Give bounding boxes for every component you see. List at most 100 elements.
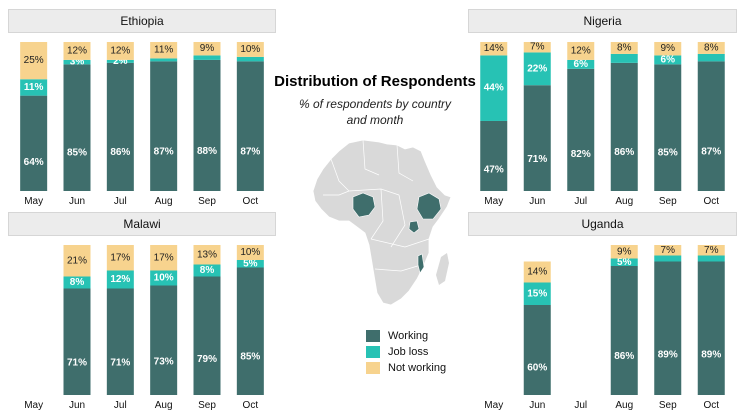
data-label-working-jul: 82% bbox=[571, 149, 591, 160]
data-label-working-oct: 85% bbox=[240, 351, 260, 362]
bar-not-working-sep bbox=[654, 42, 682, 56]
bar-working-oct bbox=[236, 61, 264, 192]
data-label-job-loss-may: 44% bbox=[484, 83, 504, 94]
bar-job-loss-jul bbox=[106, 270, 134, 289]
bar-working-jun bbox=[523, 305, 551, 395]
x-tick-may: May bbox=[24, 196, 43, 207]
bar-job-loss-jun bbox=[523, 282, 551, 305]
bar-working-may bbox=[480, 120, 508, 191]
bar-job-loss-jul bbox=[567, 59, 595, 69]
bar-job-loss-jun bbox=[523, 52, 551, 86]
malawi-highlight bbox=[417, 253, 425, 274]
data-label-not-working-sep: 9% bbox=[661, 43, 676, 54]
bar-job-loss-aug bbox=[610, 53, 638, 63]
uganda-highlight bbox=[408, 220, 420, 234]
x-tick-oct: Oct bbox=[243, 400, 259, 411]
bar-working-aug bbox=[150, 61, 178, 192]
data-label-working-jun: 71% bbox=[67, 358, 87, 369]
bar-not-working-jun bbox=[63, 42, 91, 60]
bar-not-working-jun bbox=[63, 245, 91, 277]
data-label-working-jul: 86% bbox=[110, 147, 130, 158]
data-label-working-sep: 85% bbox=[658, 148, 678, 159]
data-label-working-aug: 87% bbox=[154, 147, 174, 158]
data-label-not-working-jul: 12% bbox=[571, 45, 591, 56]
bar-not-working-aug bbox=[150, 42, 178, 59]
x-tick-jun: Jun bbox=[529, 400, 545, 411]
data-label-job-loss-sep: 8% bbox=[200, 265, 215, 276]
data-label-not-working-sep: 13% bbox=[197, 249, 217, 260]
x-tick-jun: Jun bbox=[69, 196, 85, 207]
x-tick-aug: Aug bbox=[615, 400, 633, 411]
bar-working-aug bbox=[610, 266, 638, 395]
data-label-working-jun: 71% bbox=[527, 154, 547, 165]
bar-not-working-jul bbox=[106, 42, 134, 60]
x-tick-sep: Sep bbox=[659, 196, 677, 207]
x-tick-may: May bbox=[484, 196, 503, 207]
bar-working-jul bbox=[567, 68, 595, 191]
bar-not-working-aug bbox=[610, 42, 638, 54]
legend-item-job-loss: Job loss bbox=[366, 344, 446, 359]
x-tick-jun: Jun bbox=[529, 196, 545, 207]
nigeria-highlight bbox=[352, 192, 376, 218]
bar-not-working-sep bbox=[654, 245, 682, 256]
bar-plot: May 71% 8% 21% Jun 71% 12% 17% Jul 73% 10% 17% Aug 79… bbox=[24, 245, 264, 411]
bar-job-loss-may bbox=[480, 55, 508, 121]
bar-job-loss-jun bbox=[63, 59, 91, 65]
bar-not-working-sep bbox=[193, 245, 221, 265]
bar-job-loss-oct bbox=[236, 260, 264, 268]
bar-job-loss-sep bbox=[654, 55, 682, 65]
bar-job-loss-jun bbox=[63, 276, 91, 289]
data-label-working-jun: 85% bbox=[67, 148, 87, 159]
x-tick-aug: Aug bbox=[615, 196, 633, 207]
x-tick-may: May bbox=[24, 400, 43, 411]
bar-job-loss-sep bbox=[654, 255, 682, 262]
data-label-job-loss-aug: 10% bbox=[154, 273, 174, 284]
x-tick-aug: Aug bbox=[155, 400, 173, 411]
bar-not-working-may bbox=[20, 42, 48, 80]
ethiopia-highlight bbox=[416, 192, 442, 220]
bar-working-jul bbox=[106, 288, 134, 395]
legend-label: Job loss bbox=[388, 345, 429, 358]
data-label-not-working-oct: 10% bbox=[240, 44, 260, 55]
bar-working-oct bbox=[697, 61, 725, 192]
data-label-working-sep: 89% bbox=[658, 349, 678, 360]
legend-swatch bbox=[366, 345, 380, 358]
bar-job-loss-sep bbox=[193, 264, 221, 277]
bar-not-working-aug bbox=[150, 245, 178, 271]
bar-working-aug bbox=[610, 62, 638, 191]
bar-not-working-oct bbox=[697, 245, 725, 256]
data-label-not-working-may: 25% bbox=[24, 55, 44, 66]
data-label-job-loss-may: 11% bbox=[24, 82, 44, 93]
legend-label: Working bbox=[388, 329, 429, 342]
x-tick-oct: Oct bbox=[703, 400, 719, 411]
chart-malawi: Malawi May 71% 8% 21% Jun 71% 12% 17% Jul 73% 10% 1… bbox=[8, 212, 276, 412]
x-tick-jun: Jun bbox=[69, 400, 85, 411]
chart-title: Nigeria bbox=[468, 9, 737, 33]
bar-job-loss-may bbox=[20, 79, 48, 96]
legend-label: Not working bbox=[388, 361, 447, 374]
country-borders bbox=[323, 139, 430, 272]
bar-job-loss-oct bbox=[697, 53, 725, 62]
bar-working-jun bbox=[523, 85, 551, 191]
data-label-not-working-aug: 8% bbox=[617, 42, 632, 53]
legend-swatch bbox=[366, 361, 380, 374]
bar-not-working-jun bbox=[523, 42, 551, 53]
legend: Working Job loss Not working bbox=[366, 328, 446, 376]
bar-not-working-jul bbox=[106, 245, 134, 271]
legend-swatch bbox=[366, 329, 380, 342]
x-tick-oct: Oct bbox=[243, 196, 259, 207]
bar-working-sep bbox=[193, 59, 221, 191]
bar-job-loss-aug bbox=[610, 258, 638, 266]
data-label-working-sep: 79% bbox=[197, 354, 217, 365]
bar-plot: 47% 44% 14% May 71% 22% 7% Jun 82% 6% 12% Jul 86% 8% A… bbox=[480, 42, 725, 207]
bar-working-may bbox=[20, 95, 48, 191]
data-label-working-may: 47% bbox=[484, 164, 504, 175]
africa-map bbox=[312, 139, 452, 306]
bar-working-sep bbox=[654, 64, 682, 191]
bar-plot: 64%11%25%May85%3%12%Jun86%2%12%Jul87%11%… bbox=[20, 42, 264, 207]
data-label-job-loss-jun: 8% bbox=[70, 277, 85, 288]
x-tick-sep: Sep bbox=[198, 196, 216, 207]
bar-working-jun bbox=[63, 64, 91, 191]
bar-not-working-sep bbox=[193, 42, 221, 56]
data-label-job-loss-jul: 6% bbox=[574, 59, 589, 70]
